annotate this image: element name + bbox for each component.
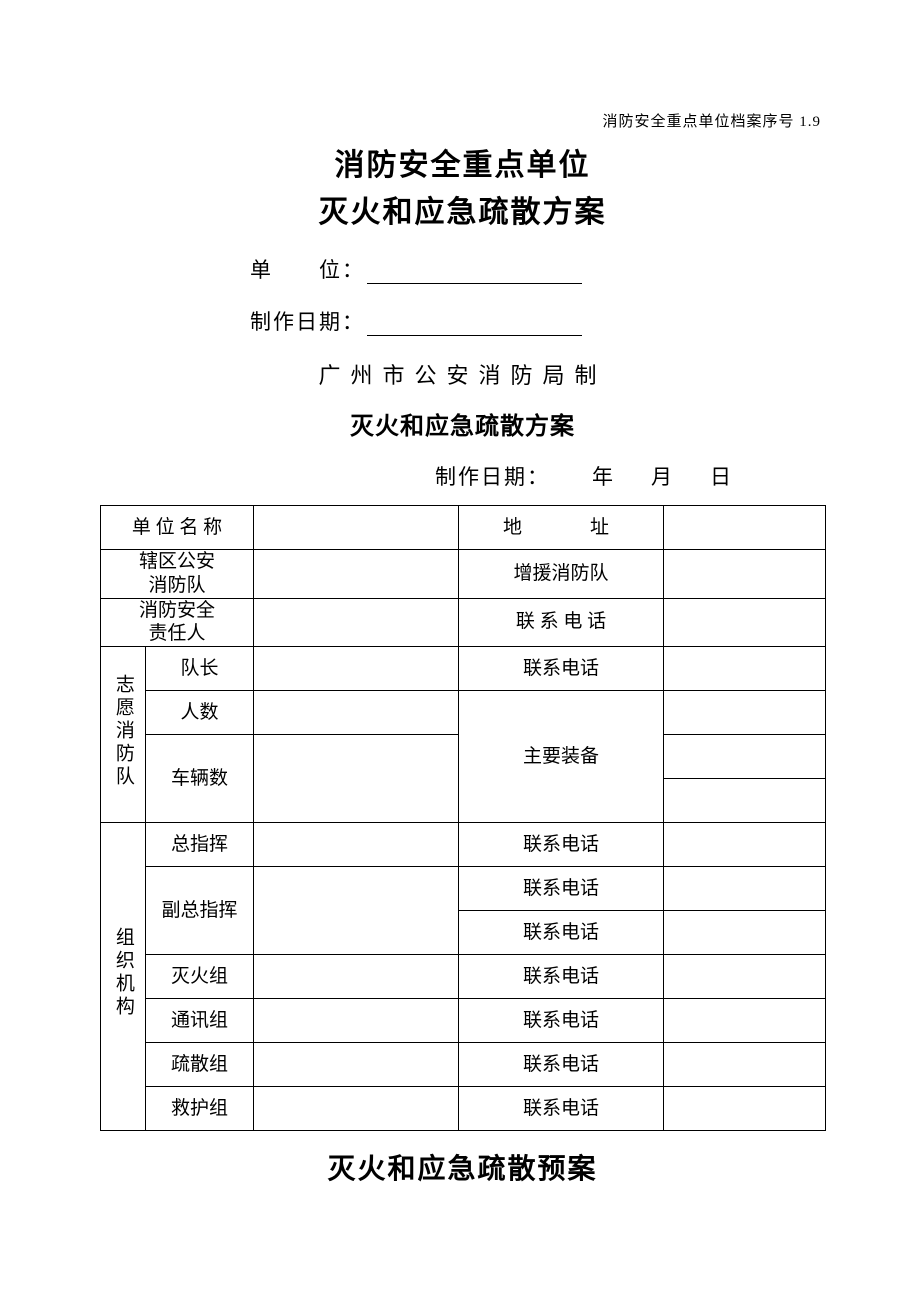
cell-chief-value[interactable] (254, 823, 459, 867)
cell-unit-name-label: 单 位 名 称 (101, 506, 254, 550)
cell-address-value[interactable] (664, 506, 826, 550)
cell-evacgroup-value[interactable] (254, 1043, 459, 1087)
cell-rescuegroup-phone-label: 联系电话 (459, 1087, 664, 1131)
cell-commgroup-phone-value[interactable] (664, 999, 826, 1043)
date-label: 制作日期： (250, 306, 365, 336)
table-row: 消防安全责任人 联 系 电 话 (101, 598, 826, 647)
cell-reinforce-label: 增援消防队 (459, 550, 664, 599)
cell-reinforce-value[interactable] (664, 550, 826, 599)
table-row: 救护组 联系电话 (101, 1087, 826, 1131)
cell-deputy-value[interactable] (254, 867, 459, 955)
table-row: 组织机构 总指挥 联系电话 (101, 823, 826, 867)
jurisdiction-text: 辖区公安消防队 (139, 551, 215, 596)
table-row: 人数 主要装备 (101, 691, 826, 735)
cell-org-label: 组织机构 (101, 823, 146, 1131)
cell-equipment-value-3[interactable] (664, 779, 826, 823)
cell-deputy-phone-label-2: 联系电话 (459, 911, 664, 955)
cell-commgroup-phone-label: 联系电话 (459, 999, 664, 1043)
cell-commgroup-value[interactable] (254, 999, 459, 1043)
unit-row: 单 位： (100, 254, 825, 284)
cell-deputy-phone-value-1[interactable] (664, 867, 826, 911)
cell-captain-value[interactable] (254, 647, 459, 691)
table-row: 灭火组 联系电话 (101, 955, 826, 999)
cell-vehicle-label: 车辆数 (146, 735, 254, 823)
cell-vehicle-value[interactable] (254, 735, 459, 823)
cell-unit-name-value[interactable] (254, 506, 459, 550)
info-table: 单 位 名 称 地 址 辖区公安消防队 增援消防队 消防安全责任人 联 系 电 … (100, 505, 826, 1131)
cell-chief-phone-value[interactable] (664, 823, 826, 867)
cell-jurisdiction-value[interactable] (254, 550, 459, 599)
date-prefix: 制作日期： (435, 465, 550, 489)
table-row: 疏散组 联系电话 (101, 1043, 826, 1087)
date-month: 月 (651, 465, 674, 489)
cell-rescuegroup-label: 救护组 (146, 1087, 254, 1131)
unit-blank[interactable] (367, 260, 582, 284)
date-blank[interactable] (367, 312, 582, 336)
cell-evacgroup-phone-value[interactable] (664, 1043, 826, 1087)
volunteer-vtext: 志愿消防队 (111, 674, 135, 789)
main-title-line2: 灭火和应急疏散方案 (100, 190, 825, 237)
table-row: 副总指挥 联系电话 (101, 867, 826, 911)
bottom-title: 灭火和应急疏散预案 (100, 1147, 825, 1187)
issuer-text: 广州市公安消防局制 (100, 358, 825, 390)
cell-captain-phone-value[interactable] (664, 647, 826, 691)
date-row-top: 制作日期： (100, 306, 825, 336)
cell-evacgroup-label: 疏散组 (146, 1043, 254, 1087)
make-date-row: 制作日期： 年 月 日 (100, 461, 825, 491)
table-row: 通讯组 联系电话 (101, 999, 826, 1043)
cell-captain-phone-label: 联系电话 (459, 647, 664, 691)
cell-responsible-value[interactable] (254, 598, 459, 647)
cell-equipment-value-2[interactable] (664, 735, 826, 779)
cell-firegroup-phone-label: 联系电话 (459, 955, 664, 999)
main-title-line1: 消防安全重点单位 (100, 143, 825, 190)
cell-address-label: 地 址 (459, 506, 664, 550)
document-page: 消防安全重点单位档案序号 1.9 消防安全重点单位 灭火和应急疏散方案 单 位：… (0, 0, 920, 1247)
cell-phone-spaced-value[interactable] (664, 598, 826, 647)
org-vtext: 组织机构 (111, 927, 135, 1019)
section-subtitle: 灭火和应急疏散方案 (100, 406, 825, 441)
cell-rescuegroup-value[interactable] (254, 1087, 459, 1131)
cell-commgroup-label: 通讯组 (146, 999, 254, 1043)
table-row: 单 位 名 称 地 址 (101, 506, 826, 550)
cell-volunteer-team-label: 志愿消防队 (101, 647, 146, 823)
cell-equipment-label: 主要装备 (459, 691, 664, 823)
unit-label: 单 位： (250, 254, 365, 284)
cell-responsible-label: 消防安全责任人 (101, 598, 254, 647)
date-day: 日 (710, 465, 733, 489)
cell-equipment-value-1[interactable] (664, 691, 826, 735)
cell-phone-spaced-label: 联 系 电 话 (459, 598, 664, 647)
cell-people-value[interactable] (254, 691, 459, 735)
cell-jurisdiction-label: 辖区公安消防队 (101, 550, 254, 599)
cell-deputy-phone-label-1: 联系电话 (459, 867, 664, 911)
table-row: 辖区公安消防队 增援消防队 (101, 550, 826, 599)
cell-captain-label: 队长 (146, 647, 254, 691)
cell-firegroup-phone-value[interactable] (664, 955, 826, 999)
cell-evacgroup-phone-label: 联系电话 (459, 1043, 664, 1087)
header-archive-number: 消防安全重点单位档案序号 1.9 (100, 110, 825, 131)
cell-deputy-phone-value-2[interactable] (664, 911, 826, 955)
cell-chief-label: 总指挥 (146, 823, 254, 867)
cell-people-label: 人数 (146, 691, 254, 735)
table-row: 志愿消防队 队长 联系电话 (101, 647, 826, 691)
cell-firegroup-label: 灭火组 (146, 955, 254, 999)
cell-rescuegroup-phone-value[interactable] (664, 1087, 826, 1131)
cell-chief-phone-label: 联系电话 (459, 823, 664, 867)
cell-deputy-label: 副总指挥 (146, 867, 254, 955)
responsible-text: 消防安全责任人 (139, 600, 215, 645)
cell-firegroup-value[interactable] (254, 955, 459, 999)
header-form: 单 位： 制作日期： (100, 254, 825, 336)
date-year: 年 (592, 465, 615, 489)
